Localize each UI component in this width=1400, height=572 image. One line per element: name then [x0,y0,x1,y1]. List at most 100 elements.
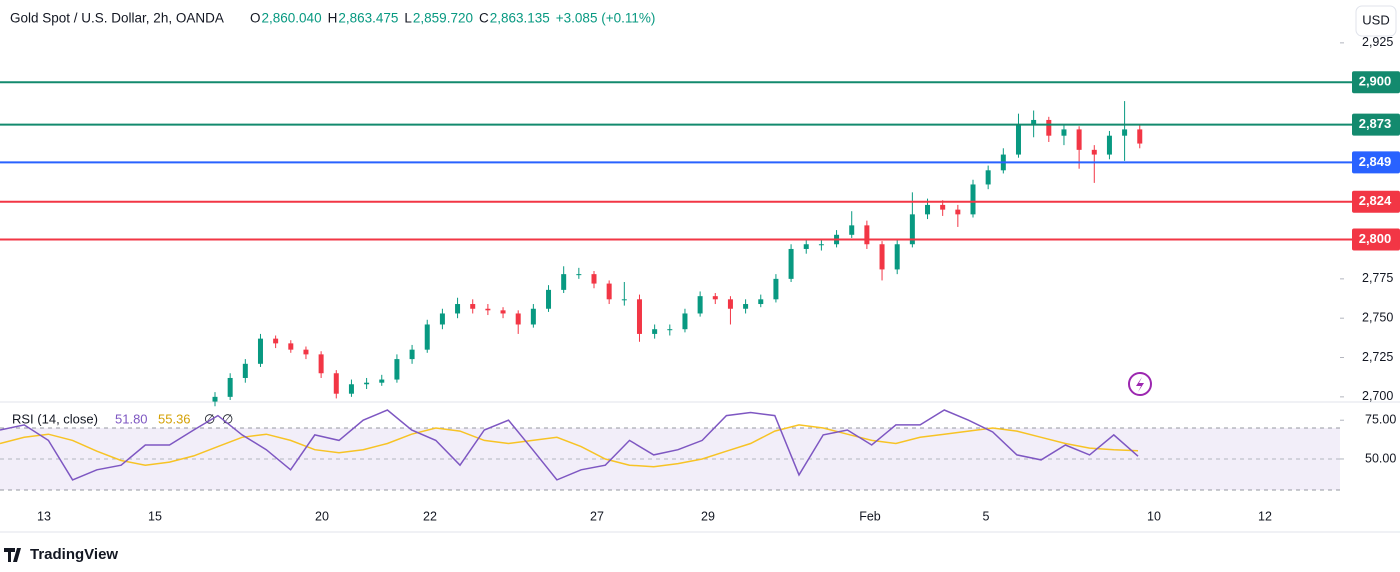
level-label: 2,849 [1359,154,1392,169]
candle-body [621,299,627,301]
candle-body [530,308,536,325]
candle-body [894,244,900,270]
time-label: 15 [148,509,162,523]
candle-body [409,349,415,360]
candle-body [955,209,961,215]
candle-body [348,384,354,394]
header-bg [0,0,1340,36]
candle-body [1076,129,1082,150]
ohlc-value: 2,863.135 [490,11,550,26]
time-label: 10 [1147,509,1161,523]
ohlc: O 2,860.040 H 2,863.475 L 2,859.720 C 2,863.135… [250,11,655,26]
ohlc-key: C [479,11,489,26]
candle-body [364,382,370,385]
logo [4,548,21,562]
candle-body [288,343,294,350]
level-label: 2,873 [1359,116,1392,131]
candle-body [1061,129,1067,136]
price-pane [212,101,1143,407]
y-tick-label: 2,925 [1362,35,1393,49]
change: +3.085 (+0.11%) [556,11,656,26]
alert-icon[interactable] [1128,372,1152,396]
candle-body [1015,124,1021,155]
level-tag [1352,190,1400,213]
candle-body [591,274,597,284]
level-tag [1352,113,1400,136]
candle-body [318,354,324,374]
candle-body [303,349,309,355]
y-tick-label: 2,775 [1362,271,1393,285]
level-label: 2,900 [1359,74,1392,89]
candle-body [758,299,764,305]
rsi-tick-label: 75.00 [1365,413,1396,427]
ohlc-value: 2,859.720 [413,11,473,26]
time-label: Feb [859,509,881,523]
candle-body [470,304,476,309]
candle-body [1091,149,1097,155]
time-label: 22 [423,509,437,523]
candle-body [439,313,445,325]
candle-body [273,338,279,344]
candle-body [257,338,263,364]
candle-body [455,304,461,314]
candle-body [849,225,855,235]
ohlc-key: H [328,11,338,26]
rsi-tick-label: 50.00 [1365,451,1396,465]
candle-body [788,248,794,279]
candle-body [773,278,779,300]
candle-body [864,225,870,245]
rsi-flag: ∅ [222,411,233,426]
y-tick-label: 2,750 [1362,310,1393,324]
candle-body [1031,119,1037,125]
time-label: 13 [37,509,51,523]
candle-body [652,329,658,334]
candle-body [636,299,642,334]
rsi-ma-line [0,424,1139,468]
rsi-line [0,409,1139,481]
candle-body [1046,119,1052,136]
time-label: 20 [315,509,329,523]
level-tag [1352,228,1400,251]
candle-body [379,379,385,383]
candle-body [985,170,991,185]
candle-body [727,299,733,309]
candle-body [1137,129,1143,144]
level-label: 2,800 [1359,231,1392,246]
y-tick-label: 2,725 [1362,350,1393,364]
candle-body [576,274,582,276]
candle-body [879,244,885,270]
ohlc-value: 2,863.475 [338,11,398,26]
rsi-flag: ∅ [204,411,215,426]
ohlc-key: L [404,11,412,26]
ohlc-key: O [250,11,261,26]
brand: TradingView [30,546,118,563]
alert-bolt [1136,377,1144,392]
candle-body [394,359,400,380]
currency[interactable]: USD [1362,12,1389,27]
candle-body [242,363,248,378]
candle-body [697,296,703,314]
candle-body [909,214,915,245]
currency-button[interactable] [1355,5,1397,37]
candle-body [970,184,976,215]
candle-body [803,244,809,249]
candle-body [940,204,946,210]
y-tick-label: 2,700 [1362,389,1393,403]
level-tag [1352,71,1400,94]
candle-body [606,283,612,300]
candle-body [227,377,233,397]
candle-body [1122,129,1128,136]
candle-body [500,310,506,314]
candle-body [546,289,552,309]
candle-body [424,324,430,350]
candle-body [925,204,931,215]
candle-body [818,244,824,246]
time-label: 12 [1258,509,1272,523]
candle-body [743,304,749,309]
candle-body [682,313,688,330]
time-label: 27 [590,509,604,523]
candle-body [712,296,718,300]
